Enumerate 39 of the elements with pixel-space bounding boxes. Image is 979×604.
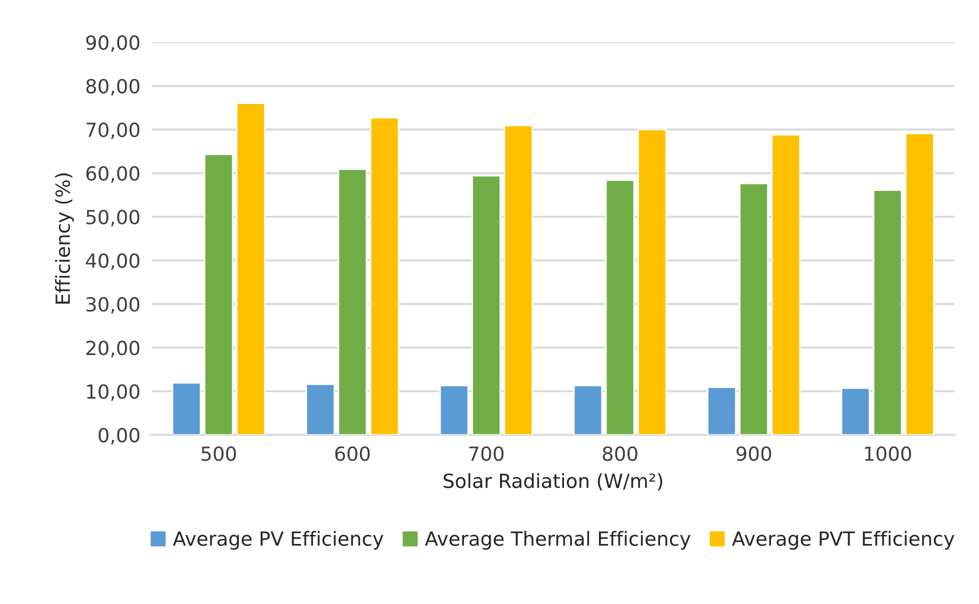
x-axis-title: Solar Radiation (W/m²) [444, 473, 662, 490]
bar [236, 102, 266, 435]
bar [707, 386, 736, 435]
y-tick-label: 60,00 [86, 166, 140, 183]
bar [204, 154, 234, 435]
bar [370, 117, 400, 435]
y-tick-label: 10,00 [87, 384, 140, 401]
y-tick-label: 30,00 [86, 296, 140, 314]
y-tick-label: 0,00 [98, 428, 140, 445]
y-tick-label: 70,00 [86, 122, 140, 140]
x-tick-label: 600 [335, 446, 370, 462]
bar [637, 128, 667, 435]
y-tick-label: 40,00 [86, 253, 140, 270]
x-tick-label: 900 [736, 446, 772, 462]
y-axis-title: Efficiency (%) [55, 173, 74, 304]
bar [771, 134, 801, 435]
bar [872, 189, 902, 435]
x-tick-label: 700 [469, 446, 504, 462]
x-tick-label: 800 [602, 446, 638, 462]
x-tick-label: 500 [202, 446, 236, 462]
legend-label: Average PV Efficiency [172, 530, 384, 550]
y-tick-label: 90,00 [86, 35, 140, 52]
y-tick-label: 80,00 [86, 78, 140, 96]
legend-label: Average PVT Efficiency [732, 530, 954, 550]
y-tick-label: 20,00 [86, 340, 140, 358]
bar [840, 388, 870, 435]
bar [306, 384, 335, 435]
bar [905, 132, 934, 435]
bar [504, 124, 534, 435]
bar [338, 168, 368, 435]
bar [573, 384, 603, 435]
bar [472, 175, 501, 435]
bar [739, 182, 768, 435]
bar [172, 382, 202, 435]
y-tick-label: 50,00 [86, 210, 140, 226]
legend-label: Average Thermal Efficiency [424, 530, 690, 550]
bar [439, 384, 469, 435]
x-tick-label: 1000 [865, 446, 912, 462]
bar [605, 179, 635, 435]
